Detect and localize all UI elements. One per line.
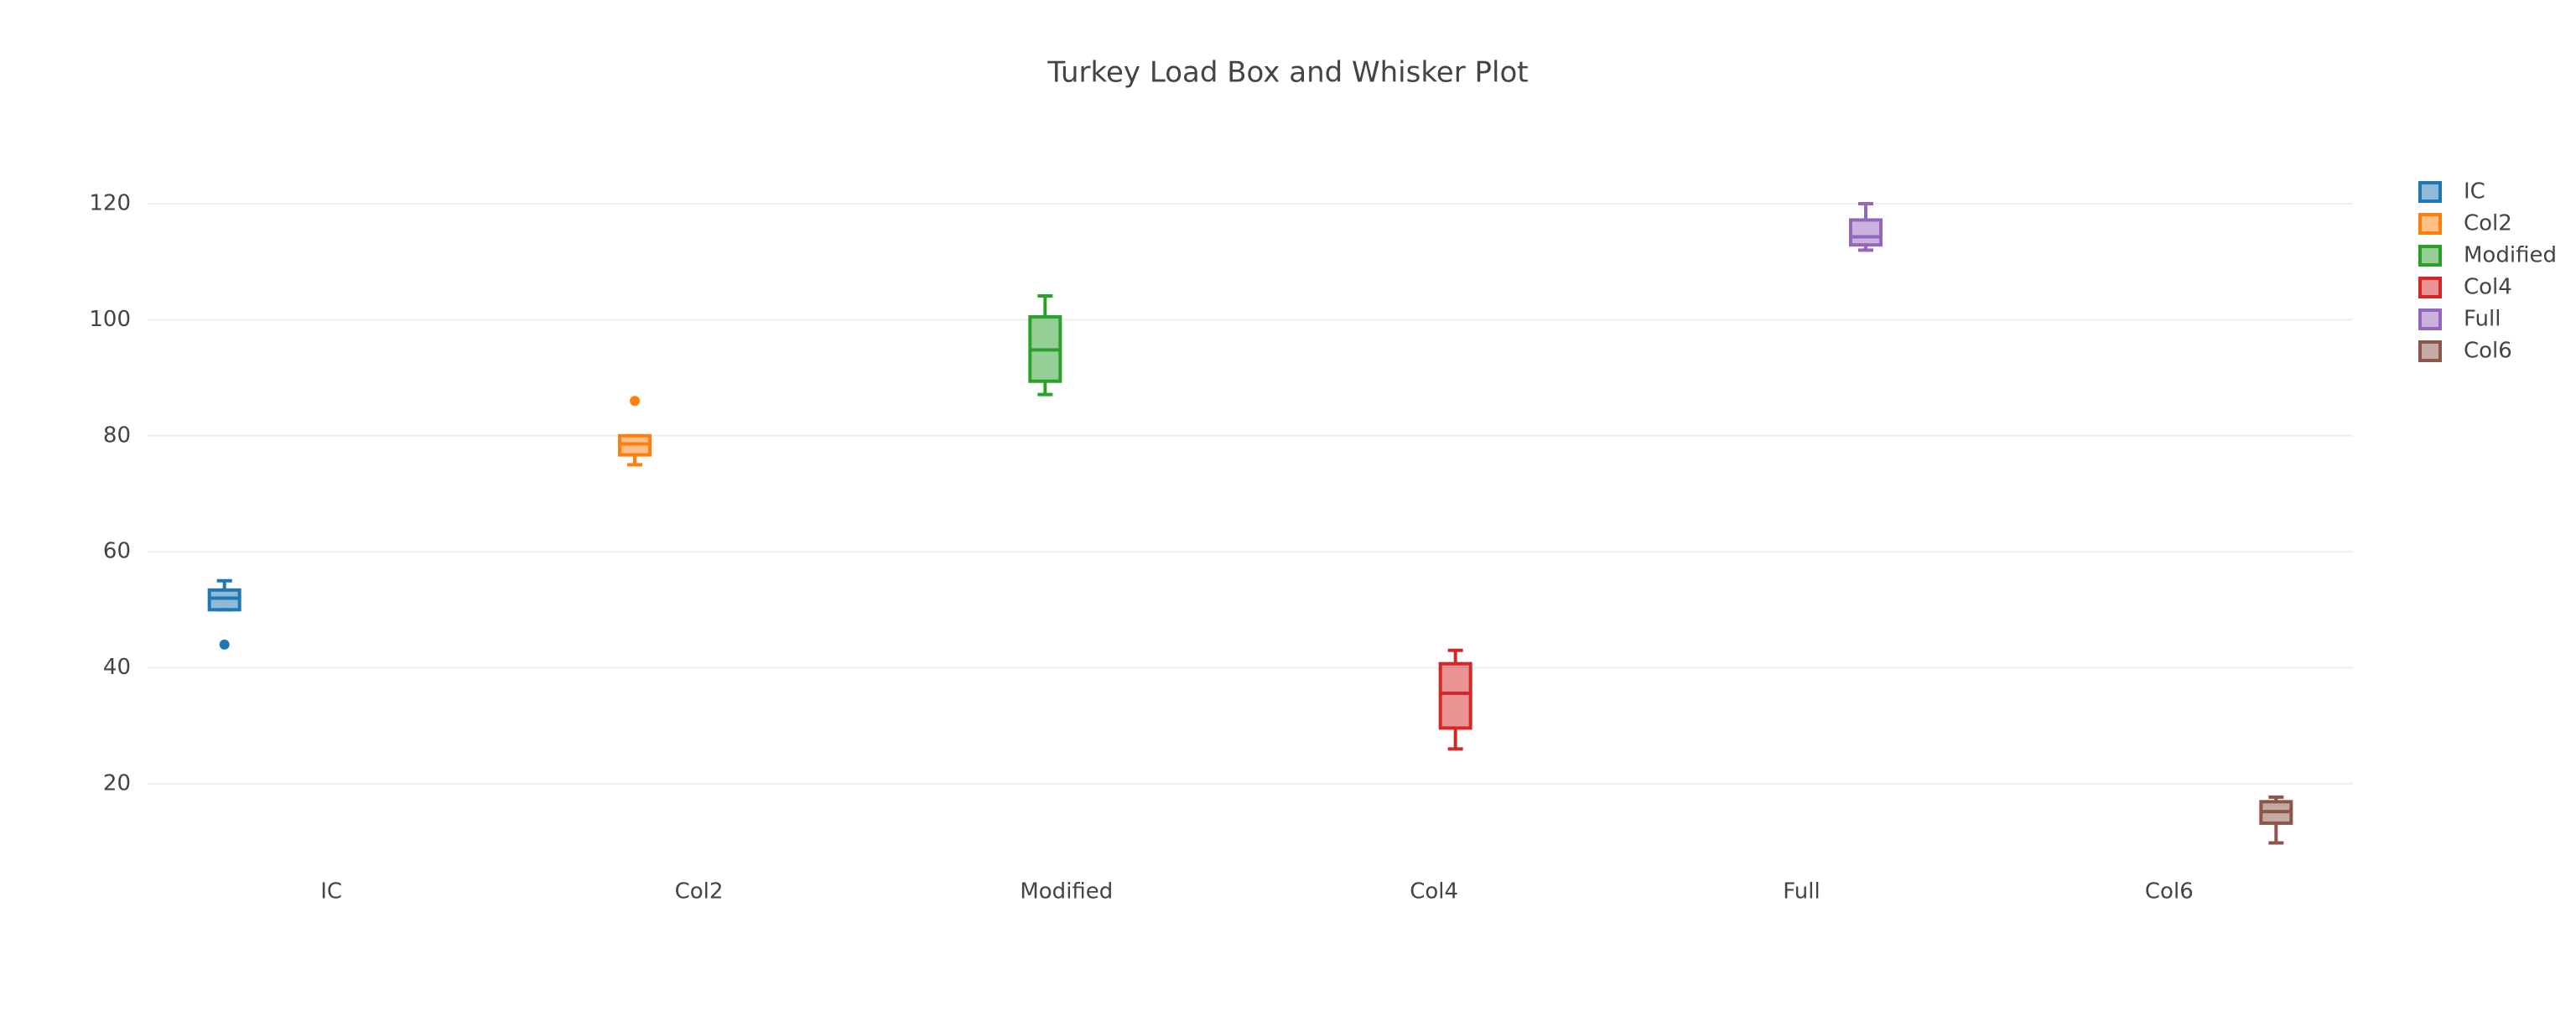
y-tick-label: 100 <box>89 307 131 332</box>
legend-swatch <box>2418 181 2442 203</box>
legend-label: Full <box>2464 307 2501 332</box>
y-tick-label: 120 <box>89 191 131 216</box>
legend-label: Col6 <box>2464 339 2512 364</box>
x-tick-label: Col4 <box>1410 879 1458 905</box>
legend-label: Col4 <box>2464 275 2512 300</box>
y-tick-label: 80 <box>103 423 131 448</box>
x-tick-label: IC <box>320 879 342 905</box>
legend-swatch <box>2418 245 2442 267</box>
box <box>1438 661 1472 730</box>
legend-label: IC <box>2464 179 2485 205</box>
y-tick-label: 40 <box>103 655 131 680</box>
legend-swatch <box>2418 308 2442 330</box>
box <box>1849 218 1883 247</box>
legend-label: Col2 <box>2464 211 2512 236</box>
x-tick-label: Full <box>1783 879 1820 905</box>
legend-label: Modified <box>2464 243 2557 268</box>
y-tick-label: 20 <box>103 770 131 796</box>
outlier <box>219 639 230 650</box>
legend-swatch <box>2418 340 2442 362</box>
legend-swatch <box>2418 277 2442 298</box>
box <box>207 588 242 612</box>
x-tick-label: Modified <box>1020 879 1113 905</box>
x-tick-label: Col6 <box>2145 879 2194 905</box>
chart-title: Turkey Load Box and Whisker Plot <box>1046 56 1528 90</box>
outlier <box>630 396 640 407</box>
y-tick-label: 60 <box>103 539 131 564</box>
x-tick-label: Col2 <box>675 879 724 905</box>
legend-swatch <box>2418 213 2442 235</box>
